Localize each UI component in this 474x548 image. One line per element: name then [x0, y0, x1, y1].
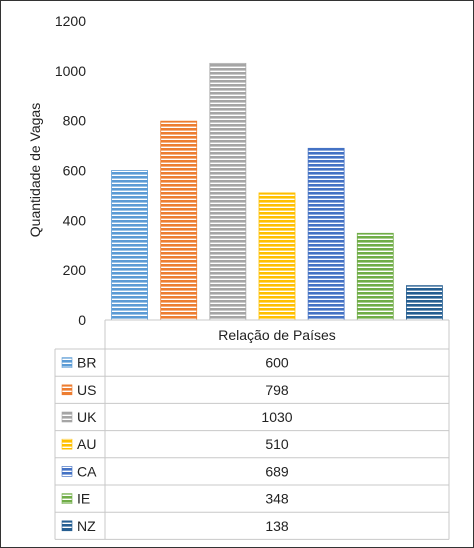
legend-label: BR	[77, 355, 96, 371]
bar-nz	[406, 285, 443, 321]
data-label: 138	[265, 518, 289, 534]
data-label: 510	[265, 436, 289, 452]
bar-au	[258, 192, 296, 321]
data-label: 689	[265, 463, 289, 479]
bar-uk	[209, 62, 247, 321]
bar-ie	[356, 232, 394, 321]
y-tick-label: 1000	[55, 63, 86, 79]
legend-swatch-uk	[61, 411, 73, 423]
legend-label: US	[77, 382, 96, 398]
y-tick-label: 1200	[55, 13, 86, 29]
data-table: Relação de Países BR 600 US 798 UK 1030 AU 510 C…	[54, 319, 450, 540]
bar-ca	[307, 147, 345, 321]
data-label: 600	[265, 355, 289, 371]
y-tick-labels: 0 200 400 600 800 1000 1200	[55, 13, 86, 328]
legend-swatch-au	[61, 438, 73, 450]
legend-swatch-br	[61, 357, 73, 368]
y-axis-label: Quantidade de Vagas	[27, 103, 43, 237]
data-label: 348	[265, 491, 289, 507]
legend-swatch-ie	[61, 493, 73, 504]
x-axis-label: Relação de Países	[218, 327, 336, 343]
bar-series	[111, 62, 443, 321]
y-tick-label: 0	[78, 312, 86, 328]
legend-swatch-us	[61, 384, 73, 396]
data-label: 1030	[261, 409, 292, 425]
y-tick-label: 800	[63, 113, 87, 129]
y-tick-label: 600	[63, 163, 87, 179]
y-tick-label: 400	[63, 212, 87, 228]
legend-label: NZ	[77, 518, 96, 534]
legend-label: CA	[77, 463, 97, 479]
y-tick-label: 200	[63, 262, 87, 278]
legend-label: UK	[77, 409, 97, 425]
data-label: 798	[265, 382, 289, 398]
legend-swatch-nz	[61, 520, 73, 532]
legend-label: IE	[77, 491, 90, 507]
bar-br	[111, 170, 148, 321]
bar-us	[160, 120, 198, 321]
legend-swatch-ca	[61, 466, 73, 477]
legend-label: AU	[77, 436, 96, 452]
